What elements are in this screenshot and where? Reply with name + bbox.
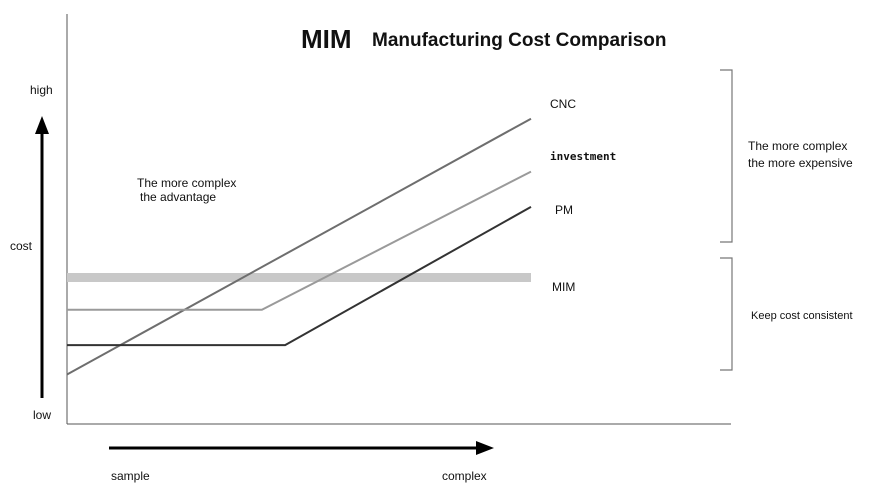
x-arrow-head [476,441,494,455]
upper-bracket [720,69,733,243]
x-label-sample: sample [111,469,150,483]
series-line-pm [67,206,532,347]
series-label-investment: investment [550,150,616,163]
upper-bracket-line1: The more complex [748,139,847,153]
y-arrow-head [35,116,49,134]
left-note-line1: The more complex [137,176,236,190]
x-label-complex: complex [442,469,487,483]
series-label-cnc: CNC [550,97,576,111]
left-note-line2: the advantage [140,190,216,204]
series-line-investment [67,170,532,311]
series-line-cnc [66,117,532,376]
y-axis-label: cost [10,239,33,253]
series-label-pm: PM [555,203,573,217]
series-label-mim: MIM [552,280,575,294]
lower-bracket-label: Keep cost consistent [751,310,853,322]
upper-bracket-line2: the more expensive [748,156,853,170]
y-tick-low: low [33,408,51,422]
series-layer [66,117,532,376]
y-tick-high: high [30,83,53,97]
lower-bracket [720,257,733,371]
chart-title: Manufacturing Cost Comparison [372,30,667,51]
title-brand: MIM [301,24,352,54]
